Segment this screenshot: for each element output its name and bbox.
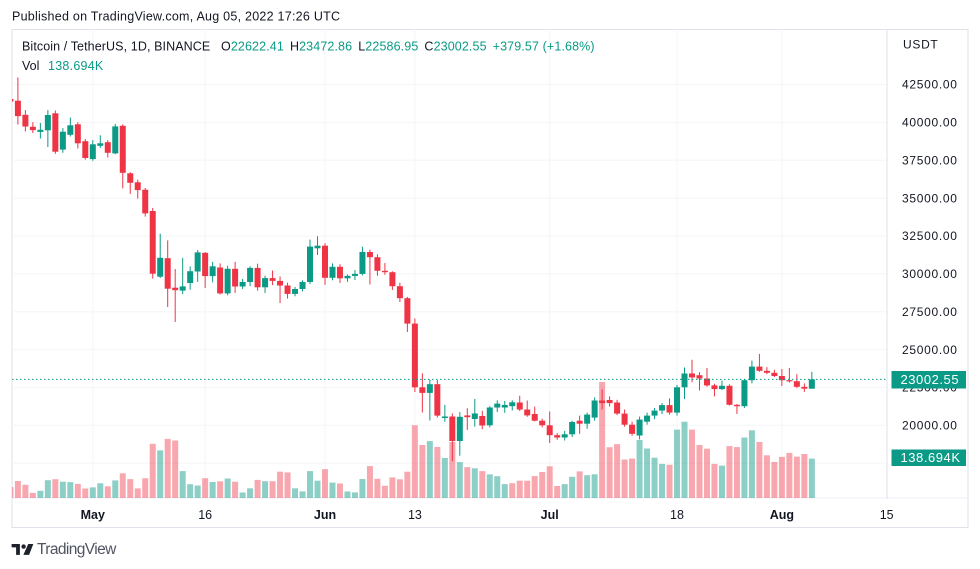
svg-text:16: 16 xyxy=(198,508,212,522)
svg-text:13: 13 xyxy=(408,508,422,522)
svg-text:35000.00: 35000.00 xyxy=(902,191,958,205)
svg-text:25000.00: 25000.00 xyxy=(902,343,958,357)
svg-text:15: 15 xyxy=(880,508,894,522)
svg-text:42500.00: 42500.00 xyxy=(902,78,958,92)
svg-text:37500.00: 37500.00 xyxy=(902,153,958,167)
svg-text:32500.00: 32500.00 xyxy=(902,229,958,243)
svg-text:20000.00: 20000.00 xyxy=(902,419,958,433)
svg-text:138.694K: 138.694K xyxy=(48,59,104,73)
svg-text:27500.00: 27500.00 xyxy=(902,305,958,319)
svg-text:23002.55: 23002.55 xyxy=(901,372,960,387)
svg-text:TradingView: TradingView xyxy=(37,541,117,558)
svg-text:Aug: Aug xyxy=(770,508,794,522)
svg-text:Vol: Vol xyxy=(22,59,39,73)
svg-text:Published on TradingView.com,: Published on TradingView.com, Aug 05, 20… xyxy=(12,10,340,24)
svg-text:Jul: Jul xyxy=(541,508,559,522)
svg-text:Bitcoin / TetherUS, 1D, BINANC: Bitcoin / TetherUS, 1D, BINANCE xyxy=(22,40,210,54)
svg-text:May: May xyxy=(81,508,105,522)
svg-text:30000.00: 30000.00 xyxy=(902,267,958,281)
svg-text:USDT: USDT xyxy=(903,38,938,52)
svg-text:Jun: Jun xyxy=(314,508,336,522)
svg-text:40000.00: 40000.00 xyxy=(902,116,958,130)
svg-text:138.694K: 138.694K xyxy=(901,450,961,465)
svg-text:18: 18 xyxy=(670,508,684,522)
